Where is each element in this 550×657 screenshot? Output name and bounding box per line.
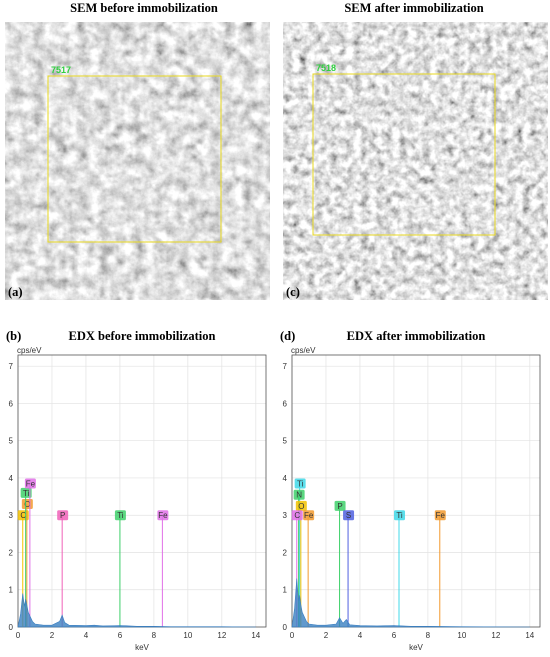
y-tick-label: 7	[9, 362, 14, 371]
x-tick-label: 8	[426, 631, 431, 640]
x-tick-label: 10	[457, 631, 466, 640]
element-tag	[334, 500, 346, 511]
sem-image	[283, 22, 548, 300]
y-tick-label: 1	[283, 586, 288, 595]
y-axis-label: cps/eV	[17, 346, 42, 355]
y-tick-label: 1	[9, 586, 14, 595]
y-tick-label: 5	[283, 437, 288, 446]
element-tag	[24, 478, 36, 489]
element-tag	[114, 510, 126, 521]
element-tag	[57, 510, 69, 521]
x-tick-label: 8	[152, 631, 157, 640]
element-tag	[293, 489, 305, 500]
x-axis-label: keV	[135, 643, 149, 652]
panel-label: (c)	[286, 285, 300, 299]
chart-title: EDX before immobilization	[69, 329, 216, 343]
element-label: Fe	[26, 480, 36, 489]
y-tick-label: 0	[283, 623, 288, 632]
element-label: P	[60, 511, 65, 520]
element-label: O	[298, 502, 304, 511]
x-tick-label: 2	[50, 631, 55, 640]
element-label: S	[346, 511, 351, 520]
element-tag	[295, 500, 307, 511]
element-label: Fe	[304, 511, 314, 520]
element-label: Fe	[436, 511, 446, 520]
roi-label: 7518	[316, 63, 336, 73]
y-tick-label: 6	[9, 399, 14, 408]
x-tick-label: 0	[16, 631, 21, 640]
image-title: SEM after immobilization	[344, 1, 483, 15]
y-tick-label: 2	[9, 548, 14, 557]
y-tick-label: 3	[283, 511, 288, 520]
element-label: Ti	[396, 511, 403, 520]
element-tag	[343, 510, 355, 521]
roi-label: 7517	[51, 65, 71, 75]
element-tag	[294, 478, 306, 489]
element-label: Fe	[158, 511, 168, 520]
panel-label: (b)	[6, 329, 21, 343]
x-tick-label: 12	[491, 631, 500, 640]
x-tick-label: 14	[525, 631, 534, 640]
chart-title: EDX after immobilization	[347, 329, 486, 343]
element-label: O	[24, 500, 30, 509]
roi-box	[47, 75, 222, 243]
y-tick-label: 4	[283, 474, 288, 483]
element-tag	[20, 487, 32, 498]
x-tick-label: 0	[290, 631, 295, 640]
x-tick-label: 2	[324, 631, 329, 640]
y-tick-label: 7	[283, 362, 288, 371]
element-label: C	[294, 511, 300, 520]
x-tick-label: 14	[251, 631, 260, 640]
x-tick-label: 10	[183, 631, 192, 640]
element-label: Ti	[117, 511, 124, 520]
roi-box	[312, 73, 496, 236]
element-label: N	[296, 491, 302, 500]
element-tag	[394, 510, 406, 521]
spectrum	[291, 578, 530, 628]
spectrum	[17, 593, 256, 628]
image-title: SEM before immobilization	[70, 1, 218, 15]
sem-image	[5, 22, 270, 300]
y-tick-label: 5	[9, 437, 14, 446]
y-tick-label: 3	[9, 511, 14, 520]
y-tick-label: 6	[283, 399, 288, 408]
element-label: C	[20, 511, 26, 520]
panel-label: (a)	[8, 285, 23, 299]
element-tag	[291, 510, 303, 521]
x-tick-label: 4	[84, 631, 89, 640]
y-tick-label: 4	[9, 474, 14, 483]
x-tick-label: 4	[358, 631, 363, 640]
element-label: Ti	[297, 480, 304, 489]
y-axis-label: cps/eV	[291, 346, 316, 355]
element-label: P	[337, 502, 342, 511]
element-tag	[303, 510, 315, 521]
x-tick-label: 6	[392, 631, 397, 640]
plot-frame	[291, 354, 541, 628]
panel-label: (d)	[280, 329, 295, 343]
y-tick-label: 2	[283, 548, 288, 557]
element-tag	[157, 510, 169, 521]
element-tag	[434, 510, 446, 521]
element-label: Ti	[23, 489, 30, 498]
plot-frame	[17, 354, 267, 628]
x-tick-label: 6	[118, 631, 123, 640]
y-tick-label: 0	[9, 623, 14, 632]
x-tick-label: 12	[217, 631, 226, 640]
x-axis-label: keV	[409, 643, 423, 652]
